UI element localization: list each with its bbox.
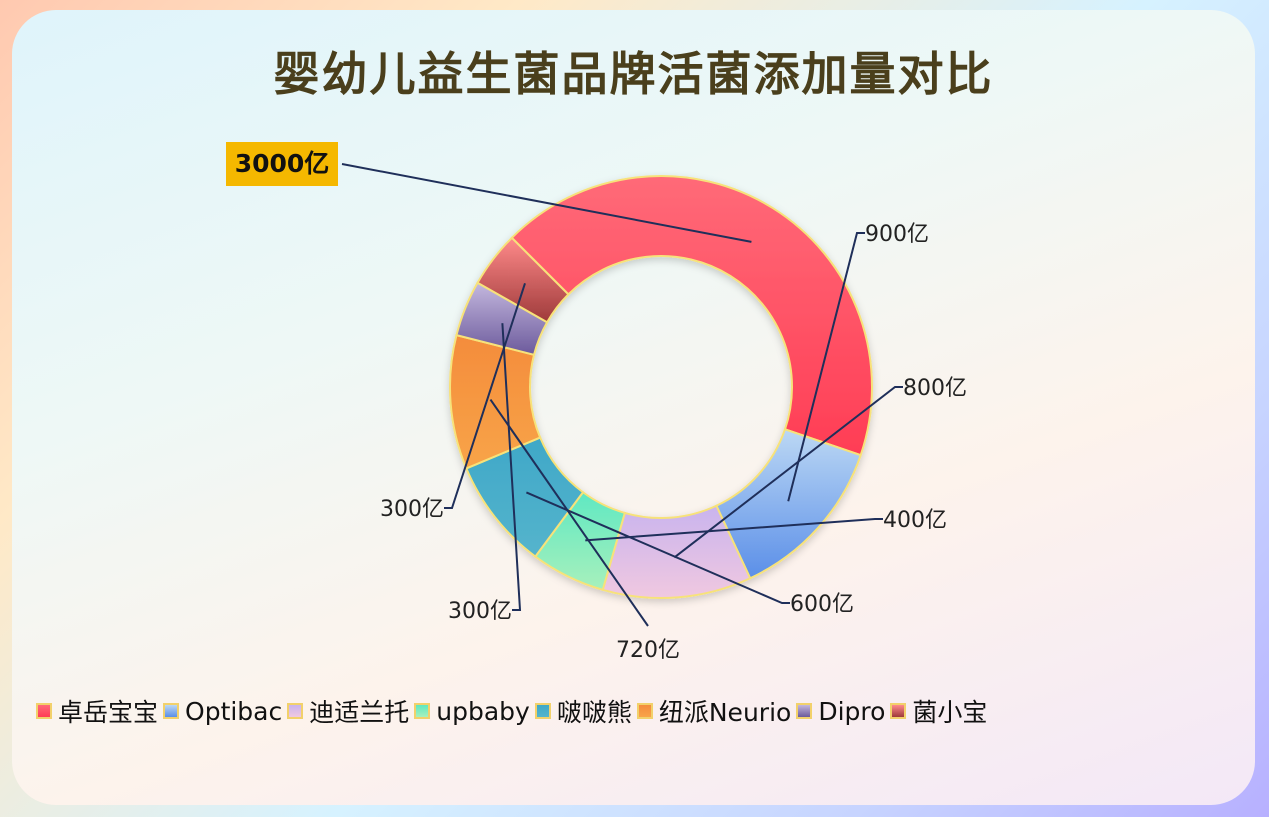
legend-label: 啵啵熊 bbox=[556, 698, 632, 727]
legend-label: 卓岳宝宝 bbox=[58, 698, 159, 727]
slice-label-4: 600亿 bbox=[790, 592, 854, 617]
leader-line-5 bbox=[489, 399, 649, 627]
legend-swatch bbox=[890, 703, 907, 719]
legend-swatch bbox=[287, 703, 304, 719]
legend-item-4[interactable]: 啵啵熊 bbox=[534, 693, 632, 729]
leader-line-4 bbox=[525, 491, 790, 604]
slice-label-7: 300亿 bbox=[380, 497, 444, 522]
legend-label: 纽派Neurio bbox=[658, 698, 792, 727]
legend-swatch bbox=[36, 703, 52, 719]
leader-line-3 bbox=[585, 518, 883, 542]
legend-item-3[interactable]: upbaby bbox=[414, 697, 530, 726]
legend-label: 菌小宝 bbox=[912, 698, 988, 727]
leader-line-2 bbox=[673, 386, 903, 559]
legend-item-6[interactable]: Dipro bbox=[796, 697, 885, 726]
legend-swatch bbox=[796, 703, 813, 719]
chart-title: 婴幼儿益生菌品牌活菌添加量对比 bbox=[273, 47, 994, 101]
donut-slices bbox=[449, 175, 873, 599]
donut-labels: 3000亿 900亿 800亿 400亿 600亿 720亿 300亿 300亿 bbox=[226, 142, 967, 663]
legend-item-0[interactable]: 卓岳宝宝 bbox=[36, 693, 158, 729]
slice-label-0: 3000亿 bbox=[235, 149, 330, 178]
slice-label-6: 300亿 bbox=[448, 599, 512, 624]
slice-label-3: 400亿 bbox=[883, 508, 947, 533]
donut-slice-0[interactable] bbox=[510, 175, 873, 457]
slice-label-2: 800亿 bbox=[903, 376, 967, 401]
legend-swatch bbox=[163, 703, 180, 719]
legend-swatch bbox=[534, 703, 551, 719]
chart-frame: 婴幼儿益生菌品牌活菌添加量对比 bbox=[12, 10, 1255, 805]
legend-label: Dipro bbox=[818, 696, 886, 726]
legend-item-7[interactable]: 菌小宝 bbox=[890, 693, 987, 729]
leader-line-1 bbox=[787, 232, 865, 502]
legend-item-1[interactable]: Optibac bbox=[163, 697, 282, 726]
leader-line-0 bbox=[341, 163, 752, 243]
legend-swatch bbox=[636, 703, 653, 719]
legend-item-2[interactable]: 迪适兰托 bbox=[287, 693, 409, 729]
chart-legend: 卓岳宝宝 Optibac 迪适兰托 upbaby 啵啵熊 纽派Neurio Dipro 菌小宝 bbox=[36, 694, 992, 728]
leader-line-7 bbox=[444, 283, 526, 509]
leader-line-6 bbox=[501, 323, 522, 611]
legend-item-5[interactable]: 纽派Neurio bbox=[636, 693, 792, 729]
slice-label-5: 720亿 bbox=[616, 638, 680, 663]
legend-swatch bbox=[414, 703, 431, 719]
label-highlight-box bbox=[226, 142, 338, 186]
donut-slice-7[interactable] bbox=[476, 236, 570, 324]
legend-label: 迪适兰托 bbox=[309, 698, 410, 727]
legend-label: Optibac bbox=[185, 696, 283, 726]
legend-label: upbaby bbox=[436, 696, 530, 726]
slice-label-1: 900亿 bbox=[865, 222, 929, 247]
